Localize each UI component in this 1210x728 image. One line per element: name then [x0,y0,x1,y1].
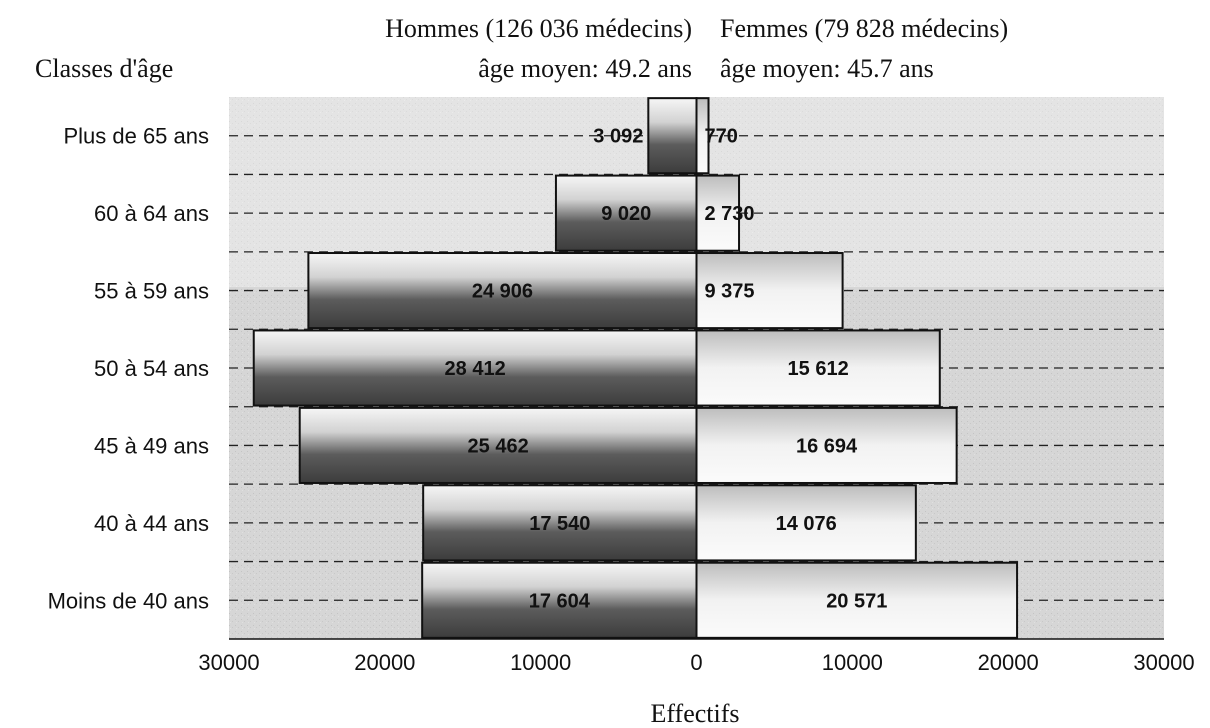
x-tick-label: 0 [690,650,702,675]
value-label-femmes: 20 571 [826,590,887,612]
value-label-femmes: 2 730 [705,203,755,225]
x-axis-title: Effectifs [650,699,739,728]
value-label-femmes: 14 076 [776,513,837,535]
bar-femmes [695,329,941,407]
bars: 3 092 770 9 020 2 730 24 906 9 375 28 412 15 61… [252,97,1019,639]
bar-hommes [252,329,698,407]
value-label-hommes: 17 540 [529,513,590,535]
x-tick-label: 30000 [1133,650,1194,675]
x-tick-labels: 30000 20000 10000 0 10000 20000 30000 [198,650,1194,675]
men-series-subtitle: âge moyen: 49.2 ans [478,54,692,83]
women-series-title: Femmes (79 828 médecins) [720,14,1008,43]
x-tick-label: 10000 [510,650,571,675]
category-labels: Plus de 65 ans 60 à 64 ans 55 à 59 ans 50 à… [48,124,209,614]
value-label-femmes: 770 [705,126,738,148]
value-label-hommes: 3 092 [593,126,643,148]
value-label-hommes: 9 020 [601,203,651,225]
y-axis-title: Classes d'âge [35,54,173,83]
bar-femmes [695,174,741,252]
category-label: Moins de 40 ans [48,588,209,613]
category-label: 60 à 64 ans [94,201,209,226]
bar-hommes [298,406,698,484]
value-label-hommes: 25 462 [468,435,529,457]
bar-femmes [695,97,710,175]
men-series-title: Hommes (126 036 médecins) [385,14,692,43]
category-label: 55 à 59 ans [94,279,209,304]
women-series-subtitle: âge moyen: 45.7 ans [720,54,934,83]
category-label: 50 à 54 ans [94,356,209,381]
x-tick-label: 20000 [354,650,415,675]
x-tick-label: 20000 [978,650,1039,675]
value-label-femmes: 16 694 [796,435,858,457]
value-label-femmes: 9 375 [705,281,755,303]
bar-femmes [695,484,917,562]
category-label: 40 à 44 ans [94,511,209,536]
category-label: Plus de 65 ans [63,124,209,149]
value-label-hommes: 17 604 [529,590,591,612]
category-label: 45 à 49 ans [94,433,209,458]
bar-hommes [554,174,698,252]
x-tick-label: 30000 [198,650,259,675]
bar-hommes [307,252,698,330]
bar-femmes [695,252,844,330]
value-label-hommes: 24 906 [472,281,533,303]
value-label-femmes: 15 612 [788,358,849,380]
bar-femmes [695,561,1019,639]
bar-hommes [422,484,698,562]
x-tick-label: 10000 [822,650,883,675]
value-label-hommes: 28 412 [445,358,506,380]
bar-femmes [695,406,958,484]
bar-hommes [647,97,698,175]
